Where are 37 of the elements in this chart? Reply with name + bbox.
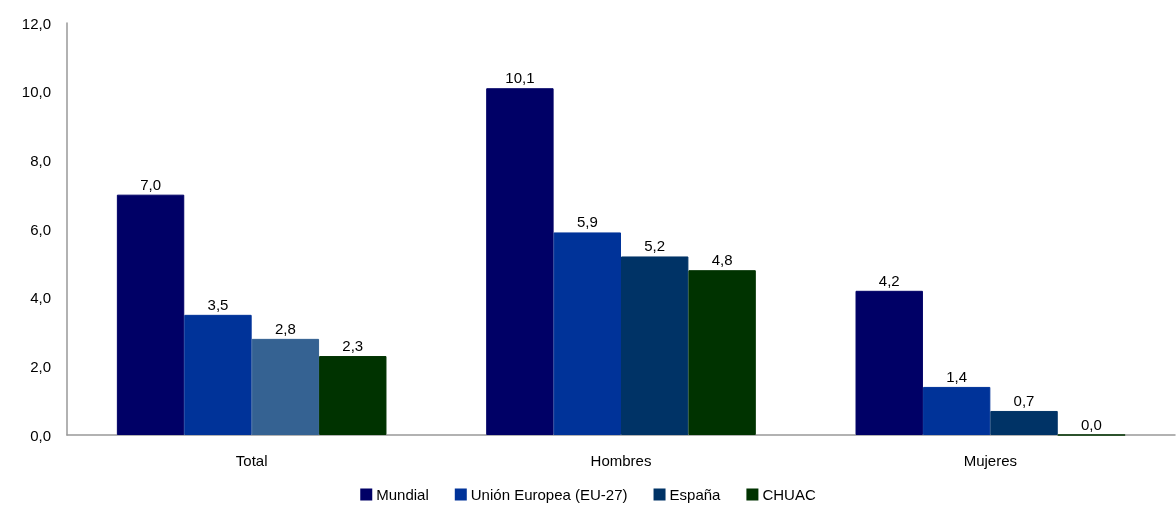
bar	[553, 232, 621, 435]
bar	[184, 314, 252, 435]
data-label: 4,8	[711, 251, 733, 269]
data-label: 10,1	[505, 69, 535, 87]
y-tick-label: 6,0	[30, 220, 51, 238]
bar	[990, 410, 1058, 435]
bar	[922, 386, 991, 435]
y-tick-label: 4,0	[30, 289, 51, 307]
data-label: 3,5	[207, 295, 229, 313]
data-label: 7,0	[140, 175, 161, 193]
bar	[688, 270, 756, 435]
y-tick-label: 8,0	[30, 151, 51, 169]
legend-label: Mundial	[376, 486, 429, 503]
bar	[486, 88, 554, 435]
y-tick-label: 10,0	[21, 83, 51, 101]
y-tick-label: 2,0	[30, 357, 51, 375]
data-label: 2,3	[342, 337, 364, 355]
data-label: 1,4	[946, 367, 968, 385]
y-tick-label: 0,0	[30, 426, 51, 444]
x-tick-label: Mujeres	[963, 452, 1018, 469]
x-tick-label: Hombres	[590, 452, 652, 469]
data-label: 4,2	[878, 271, 900, 289]
legend-label: Unión Europea (EU-27)	[470, 486, 628, 503]
data-label: 5,2	[644, 237, 666, 255]
bar	[251, 338, 320, 435]
data-label: 0,0	[1081, 415, 1102, 433]
data-label: 0,7	[1013, 391, 1035, 409]
legend-label: CHUAC	[762, 486, 816, 503]
bar	[621, 256, 689, 435]
bar	[319, 356, 387, 435]
x-tick-label: Total	[235, 452, 268, 469]
legend-label: España	[669, 486, 722, 503]
data-label: 2,8	[274, 319, 296, 337]
y-tick-label: 12,0	[21, 14, 51, 32]
data-label: 5,9	[576, 213, 598, 231]
bar	[116, 194, 185, 435]
bar	[855, 290, 923, 435]
